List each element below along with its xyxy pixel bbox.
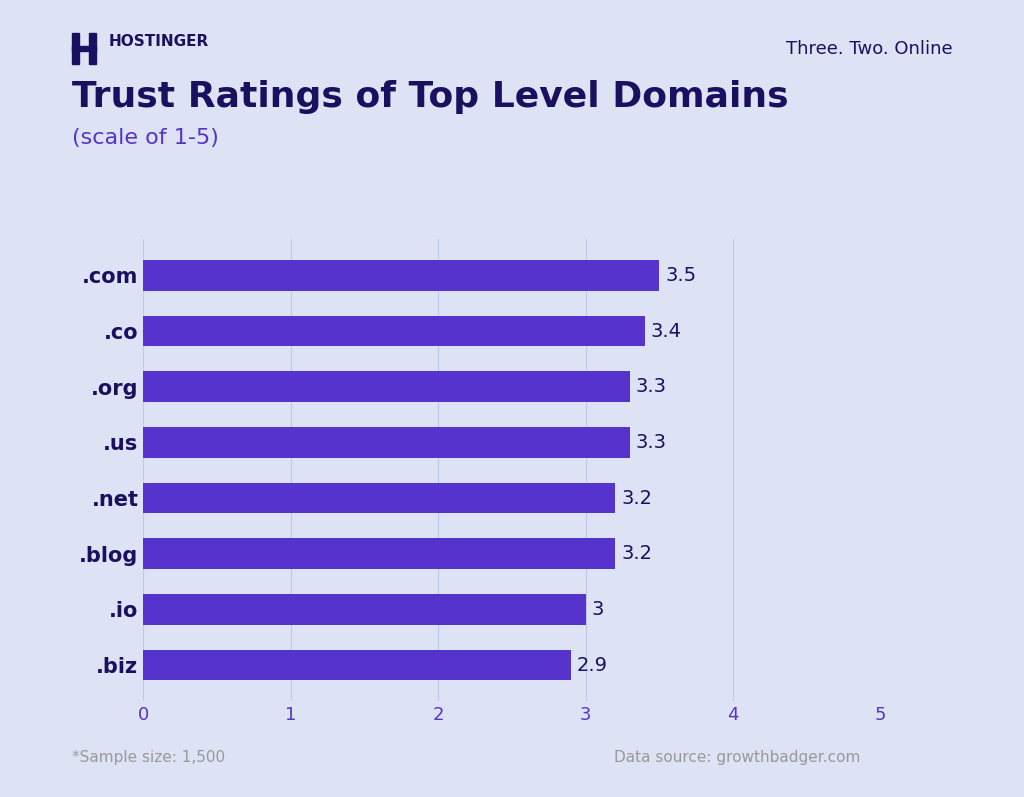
Text: 3.3: 3.3 (636, 377, 667, 396)
Bar (143, 427, 630, 457)
Text: HOSTINGER: HOSTINGER (109, 34, 209, 49)
Bar (143, 260, 659, 291)
Bar (143, 371, 630, 402)
Text: 3.3: 3.3 (636, 433, 667, 452)
Text: Trust Ratings of Top Level Domains: Trust Ratings of Top Level Domains (72, 80, 788, 114)
Text: 3.2: 3.2 (622, 489, 652, 508)
Text: 3.2: 3.2 (622, 544, 652, 563)
Bar (143, 316, 645, 347)
Text: Data source: growthbadger.com: Data source: growthbadger.com (614, 750, 861, 765)
Bar (143, 650, 571, 681)
Text: (scale of 1-5): (scale of 1-5) (72, 128, 218, 147)
Bar (143, 594, 586, 625)
Text: 3.4: 3.4 (650, 321, 682, 340)
Bar (143, 483, 615, 513)
Text: 3.5: 3.5 (666, 266, 696, 285)
Text: Three. Two. Online: Three. Two. Online (785, 40, 952, 58)
Text: 3: 3 (592, 600, 604, 619)
Text: *Sample size: 1,500: *Sample size: 1,500 (72, 750, 225, 765)
Text: 2.9: 2.9 (577, 656, 608, 674)
Bar (143, 539, 615, 569)
